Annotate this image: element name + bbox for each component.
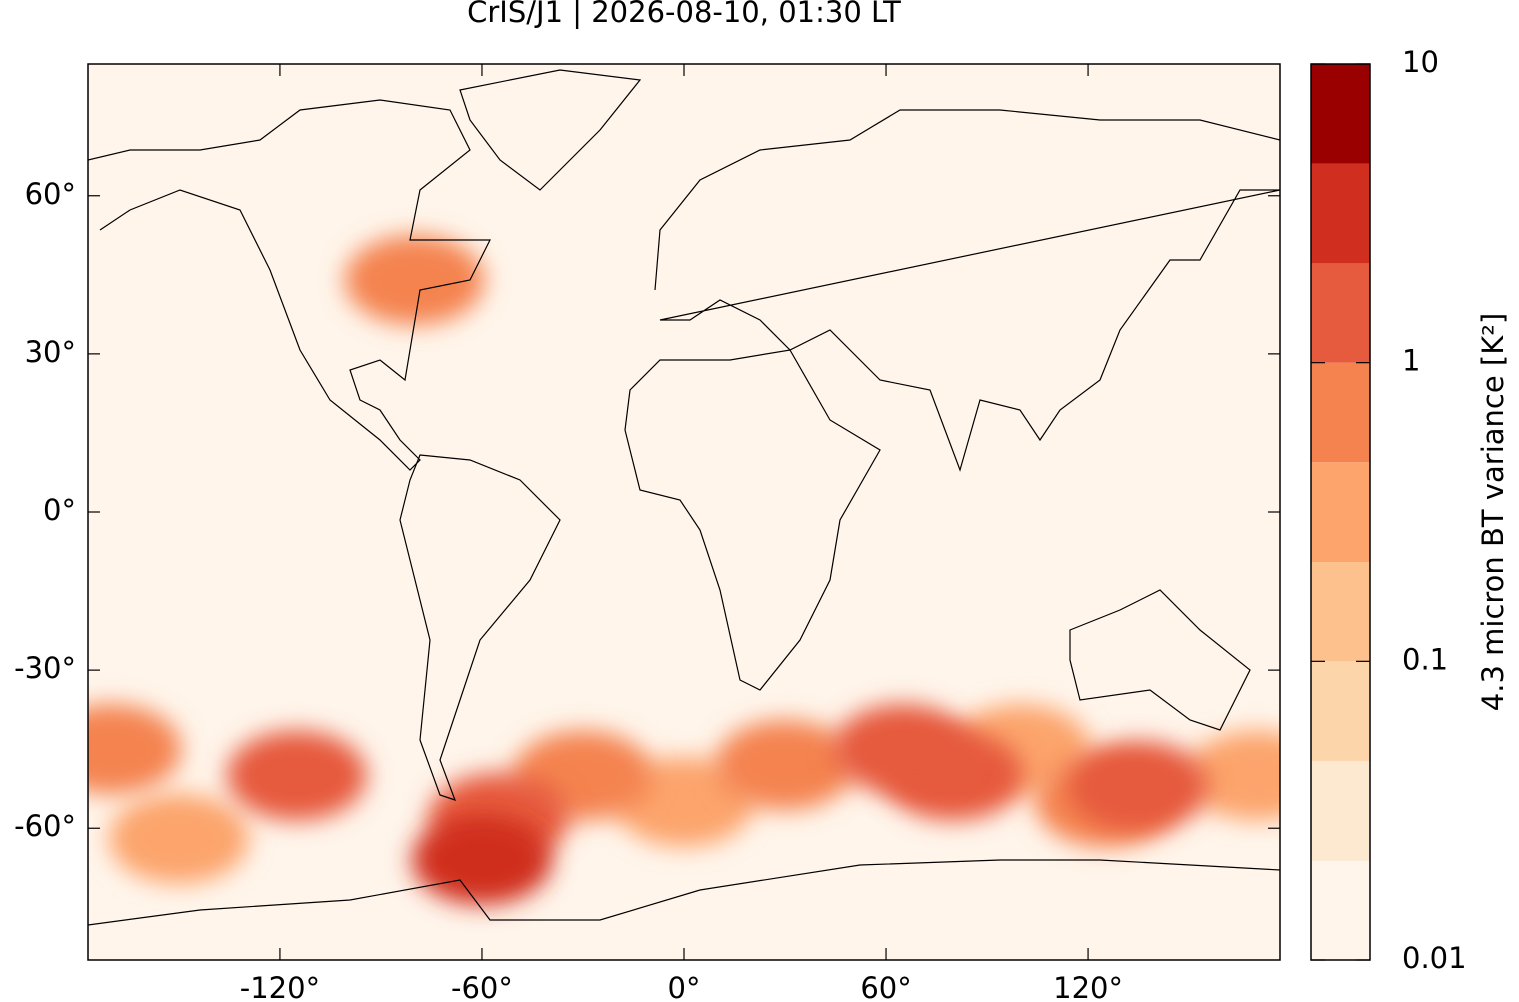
y-tick-label: 30° bbox=[25, 335, 76, 369]
coastline bbox=[459, 69, 642, 191]
x-tick-label: 60° bbox=[860, 971, 911, 1002]
colorbar-band bbox=[1311, 661, 1370, 761]
y-tick-label: -30° bbox=[14, 651, 76, 685]
y-tick-label: -60° bbox=[14, 809, 76, 843]
colorbar-frame bbox=[1310, 63, 1371, 961]
colorbar-band bbox=[1311, 263, 1370, 363]
variance-hotspot bbox=[411, 814, 552, 905]
variance-hotspot bbox=[88, 704, 182, 795]
x-tick-label: -120° bbox=[240, 971, 320, 1002]
colorbar-tick-label: 0.01 bbox=[1402, 941, 1467, 975]
map-area bbox=[88, 64, 1280, 960]
coastline bbox=[1069, 589, 1251, 731]
coastline bbox=[624, 349, 881, 691]
coastline bbox=[399, 454, 561, 801]
colorbar-band bbox=[1311, 562, 1370, 662]
colorbar-band bbox=[1311, 760, 1370, 861]
variance-hotspot bbox=[1068, 741, 1209, 832]
colorbar-label: 4.3 micron BT variance [K²] bbox=[1476, 313, 1510, 711]
colorbar-tick-label: 1 bbox=[1402, 344, 1420, 378]
coastline bbox=[88, 859, 1280, 926]
x-tick-label: 120° bbox=[1053, 971, 1123, 1002]
chart-title: CrIS/J1 | 2026-08-10, 01:30 LT bbox=[467, 0, 901, 29]
variance-hotspot bbox=[108, 793, 249, 884]
colorbar-band bbox=[1311, 64, 1370, 164]
coastline bbox=[654, 109, 1280, 472]
variance-hotspot bbox=[715, 719, 856, 810]
colorbar-band bbox=[1311, 860, 1370, 960]
colorbar-band bbox=[1311, 362, 1370, 463]
coastlines bbox=[88, 69, 1280, 926]
variance-hotspot bbox=[1186, 730, 1280, 821]
variance-hotspot bbox=[226, 730, 367, 821]
colorbar-tick-label: 10 bbox=[1402, 45, 1439, 79]
colorbar-band bbox=[1311, 163, 1370, 264]
variance-hotspot bbox=[832, 704, 973, 795]
colorbar-tick-label: 0.1 bbox=[1402, 642, 1448, 676]
variance-hotspot bbox=[344, 235, 485, 326]
y-tick-label: 0° bbox=[43, 493, 76, 527]
colorbar-band bbox=[1311, 462, 1370, 563]
y-tick-label: 60° bbox=[25, 177, 76, 211]
x-tick-label: -60° bbox=[451, 971, 513, 1002]
coastline bbox=[88, 99, 491, 471]
x-tick-label: 0° bbox=[668, 971, 701, 1002]
